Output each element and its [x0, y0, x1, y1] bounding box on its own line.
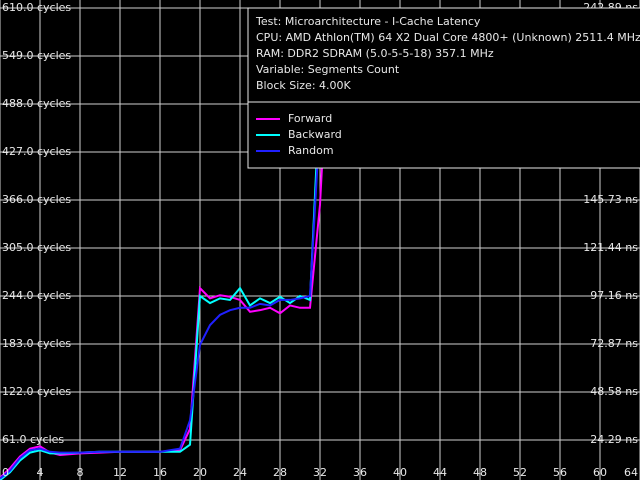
- info-text: CPU: AMD Athlon(TM) 64 X2 Dual Core 4800…: [256, 31, 640, 44]
- info-text: RAM: DDR2 SDRAM (5.0-5-5-18) 357.1 MHz: [256, 47, 494, 60]
- y2-tick-label: 121.44 ns: [583, 241, 638, 254]
- x-tick-label: 24: [233, 466, 247, 479]
- y-tick-label: 244.0 cycles: [2, 289, 71, 302]
- info-box: [247, 7, 640, 169]
- y-tick-label: 305.0 cycles: [2, 241, 71, 254]
- y-tick-label: 183.0 cycles: [2, 337, 71, 350]
- x-tick-label: 20: [193, 466, 207, 479]
- y-tick-label: 61.0 cycles: [2, 433, 64, 446]
- y2-tick-label: 48.58 ns: [590, 385, 638, 398]
- y-tick-label: 122.0 cycles: [2, 385, 71, 398]
- x-tick-label: 32: [313, 466, 327, 479]
- x-tick-label: 64: [624, 466, 638, 479]
- legend-label: Random: [288, 144, 334, 157]
- y2-tick-label: 145.73 ns: [583, 193, 638, 206]
- x-tick-label: 52: [513, 466, 527, 479]
- x-tick-label: 0: [2, 466, 9, 479]
- x-tick-label: 16: [153, 466, 167, 479]
- x-tick-label: 40: [393, 466, 407, 479]
- x-tick-label: 8: [77, 466, 84, 479]
- x-tick-label: 60: [593, 466, 607, 479]
- x-tick-label: 4: [37, 466, 44, 479]
- info-text: Block Size: 4.00K: [256, 79, 352, 92]
- y2-tick-label: 97.16 ns: [590, 289, 638, 302]
- info-text: Variable: Segments Count: [256, 63, 400, 76]
- y-tick-label: 366.0 cycles: [2, 193, 71, 206]
- legend-label: Backward: [288, 128, 342, 141]
- y-tick-label: 610.0 cycles: [2, 1, 71, 14]
- x-tick-label: 36: [353, 466, 367, 479]
- x-tick-label: 56: [553, 466, 567, 479]
- info-text: Test: Microarchitecture - I-Cache Latenc…: [255, 15, 481, 28]
- legend-label: Forward: [288, 112, 332, 125]
- y-tick-label: 488.0 cycles: [2, 97, 71, 110]
- y2-tick-label: 24.29 ns: [590, 433, 638, 446]
- x-tick-label: 48: [473, 466, 487, 479]
- x-tick-label: 28: [273, 466, 287, 479]
- y2-tick-label: 72.87 ns: [590, 337, 638, 350]
- y-tick-label: 549.0 cycles: [2, 49, 71, 62]
- y-tick-label: 427.0 cycles: [2, 145, 71, 158]
- x-tick-label: 12: [113, 466, 127, 479]
- x-tick-label: 44: [433, 466, 447, 479]
